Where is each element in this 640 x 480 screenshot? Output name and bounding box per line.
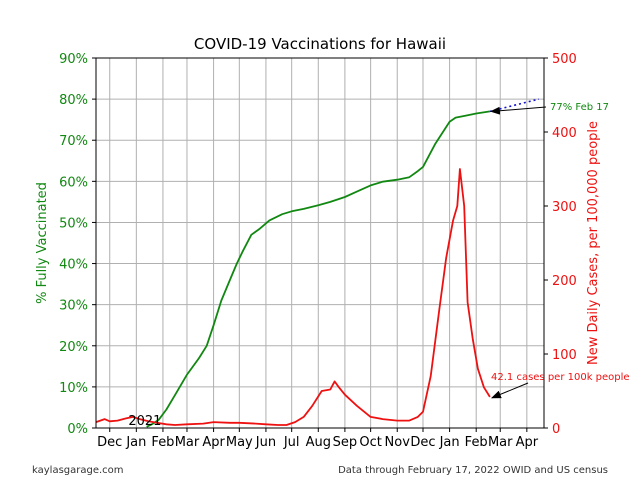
x-tick-label: Aug	[306, 435, 331, 450]
x-tick-label: Feb	[151, 435, 174, 450]
x-tick-label: Mar	[175, 435, 200, 450]
x-tick-label: Feb	[465, 435, 488, 450]
footer-right: Data through February 17, 2022 OWID and …	[338, 465, 608, 476]
left-tick-label: 10%	[59, 381, 88, 396]
annotation-arrow	[489, 106, 547, 115]
series-lines	[95, 98, 540, 428]
x-tick-label: May	[226, 435, 253, 450]
right-tick-label: 300	[552, 200, 577, 215]
x-tick-label: Apr	[202, 435, 225, 450]
right-tick-label: 400	[552, 126, 577, 141]
left-tick-label: 50%	[59, 216, 88, 231]
left-tick-label: 40%	[59, 258, 88, 273]
annotation-arrow	[491, 382, 529, 399]
right-tick-label: 500	[552, 52, 577, 67]
left-axis-label: % Fully Vaccinated	[35, 182, 50, 304]
right-tick-label: 0	[552, 422, 560, 437]
left-tick-label: 30%	[59, 299, 88, 314]
series-line-2	[95, 168, 491, 426]
x-tick-label: Nov	[385, 435, 411, 450]
right-axis-label: New Daily Cases, per 100,000 people	[586, 121, 601, 365]
x-tick-label: Dec	[410, 435, 435, 450]
series-line-1	[489, 98, 540, 113]
x-tick-label: Sep	[333, 435, 358, 450]
x-tick-label: Apr	[516, 435, 539, 450]
left-tick-label: 90%	[59, 52, 88, 67]
left-tick-label: 70%	[59, 134, 88, 149]
x-tick-label: Oct	[359, 435, 381, 450]
left-tick-label: 20%	[59, 340, 88, 355]
x-tick-label: Jan	[439, 435, 460, 450]
left-tick-label: 80%	[59, 93, 88, 108]
footer-left: kaylasgarage.com	[32, 465, 124, 476]
year-label: 2021	[128, 414, 161, 429]
chart-title: COVID-19 Vaccinations for Hawaii	[194, 35, 446, 53]
plot-frame	[95, 57, 545, 429]
x-tick-label: Mar	[488, 435, 513, 450]
x-tick-label: Jun	[255, 435, 276, 450]
series-line-0	[146, 110, 491, 428]
left-tick-label: 0%	[67, 422, 88, 437]
right-axis: 0 100 200 300 400 500	[544, 52, 577, 437]
x-tick-label: Jan	[125, 435, 146, 450]
x-axis: Dec Jan Feb Mar Apr May Jun Jul Aug Sep Oct Nov Dec J…	[97, 414, 539, 450]
annotations: 77% Feb 17 42.1 cases per 100k people	[489, 102, 630, 399]
annotation-label: 77% Feb 17	[550, 102, 609, 113]
left-axis: 0% 10% 20% 30% 40% 50% 60% 70% 80% 90%	[59, 52, 96, 437]
right-tick-label: 100	[552, 348, 577, 363]
annotation-label: 42.1 cases per 100k people	[491, 372, 630, 383]
x-tick-label: Jul	[283, 435, 300, 450]
left-tick-label: 60%	[59, 175, 88, 190]
x-tick-label: Dec	[97, 435, 122, 450]
right-tick-label: 200	[552, 274, 577, 289]
